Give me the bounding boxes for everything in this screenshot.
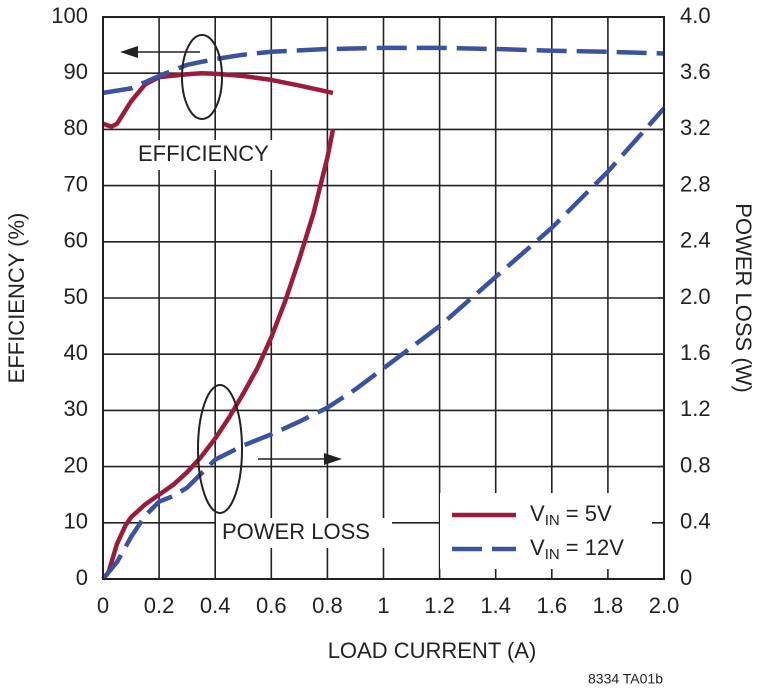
x-axis-label: LOAD CURRENT (A) (328, 638, 537, 663)
series-line (101, 106, 666, 581)
legend-label: VIN = 5V (530, 501, 612, 529)
x-tick-label: 1.6 (537, 593, 568, 618)
y-tick-label: 10 (64, 509, 88, 534)
y2-tick-label: 2.8 (680, 171, 711, 196)
annotation-bg (216, 518, 392, 548)
legend-bg (440, 493, 652, 569)
y-tick-label: 100 (51, 3, 88, 28)
y2-tick-label: 3.6 (680, 59, 711, 84)
arrow-head (324, 453, 342, 465)
x-tick-label: 1.4 (480, 593, 511, 618)
y-tick-label: 30 (64, 396, 88, 421)
x-tick-label: 1.8 (593, 593, 624, 618)
y2-tick-label: 0.4 (680, 509, 711, 534)
y2-tick-label: 3.2 (680, 115, 711, 140)
x-tick-label: 1.2 (424, 593, 455, 618)
y2-tick-label: 1.6 (680, 340, 711, 365)
y-tick-label: 20 (64, 452, 88, 477)
series-line (102, 70, 334, 129)
x-tick-label: 0.2 (144, 593, 175, 618)
y2-tick-label: 2.0 (680, 284, 711, 309)
x-tick-label: 2.0 (649, 593, 680, 618)
y-tick-label: 60 (64, 228, 88, 253)
series-line (101, 128, 336, 581)
x-tick-label: 0.8 (312, 593, 343, 618)
lines (101, 45, 666, 581)
callout-ellipse (197, 384, 243, 514)
legend: VIN = 5V VIN = 12V (440, 493, 652, 569)
figure-code: 8334 TA01b (588, 671, 663, 687)
annotation-bg (132, 140, 280, 170)
y-axis-label: EFFICIENCY (%) (4, 213, 29, 384)
y2-tick-label: 2.4 (680, 228, 711, 253)
y-tick-label: 50 (64, 284, 88, 309)
y-tick-label: 40 (64, 340, 88, 365)
x-tick-label: 0.6 (256, 593, 287, 618)
x-tick-label: 0.4 (200, 593, 231, 618)
y2-tick-label: 4.0 (680, 3, 711, 28)
arrow-head (120, 46, 138, 58)
y2-tick-label: 1.2 (680, 396, 711, 421)
annotation: EFFICIENCY (138, 141, 269, 166)
y-tick-label: 90 (64, 59, 88, 84)
legend-label: VIN = 12V (530, 535, 624, 563)
series-line (102, 45, 665, 96)
callout-ellipse (181, 34, 223, 120)
x-tick-label: 0 (97, 593, 109, 618)
annotation: POWER LOSS (222, 519, 370, 544)
y-tick-label: 80 (64, 115, 88, 140)
y2-tick-label: 0 (680, 565, 692, 590)
y-tick-label: 70 (64, 171, 88, 196)
y2-tick-label: 0.8 (680, 452, 711, 477)
x-tick-label: 1 (377, 593, 389, 618)
y2-axis-label: POWER LOSS (W) (731, 203, 756, 392)
y-tick-label: 0 (76, 565, 88, 590)
